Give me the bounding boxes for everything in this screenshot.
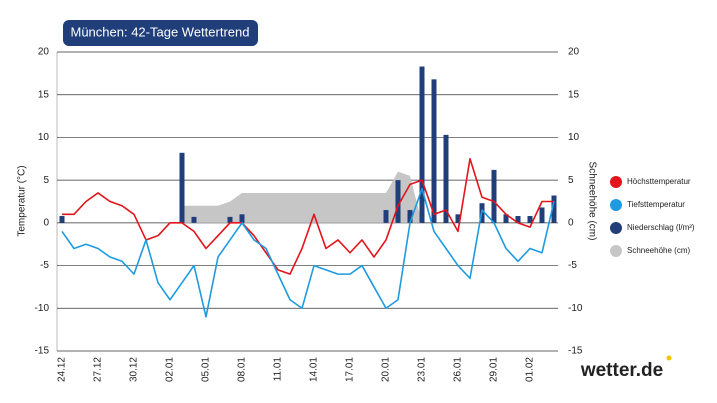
y-tick-label: 0	[43, 217, 49, 228]
legend-marker	[610, 176, 622, 188]
bar	[515, 216, 521, 223]
y2-axis-label: Schneehöhe (cm)	[586, 162, 597, 241]
legend-marker	[610, 245, 622, 257]
x-tick-label: 23.01	[417, 357, 428, 382]
x-tick-label: 20.01	[381, 357, 392, 382]
x-tick-label: 05.01	[201, 357, 212, 382]
legend-label: Schneehöhe (cm)	[627, 246, 690, 255]
legend-label: Niederschlag (l/m²)	[627, 223, 695, 232]
bar	[191, 216, 197, 223]
bar	[239, 214, 245, 223]
x-tick-label: 08.01	[237, 357, 248, 382]
bar	[527, 216, 533, 223]
legend-label: Höchsttemperatur	[627, 177, 691, 186]
bar	[503, 214, 509, 223]
y2-tick-label: 0	[568, 217, 574, 228]
bar	[383, 210, 389, 223]
y2-tick-label: -15	[568, 346, 583, 357]
y2-tick-label: -5	[568, 260, 577, 271]
x-tick-label: 26.01	[453, 357, 464, 382]
legend-marker	[610, 222, 622, 234]
y-axis-label: Temperatur (°C)	[17, 165, 28, 236]
y2-tick-label: 5	[568, 175, 574, 186]
x-tick-label: 11.01	[273, 357, 284, 382]
x-tick-label: 24.12	[57, 357, 68, 382]
x-tick-label: 17.01	[345, 357, 356, 382]
bar	[539, 207, 545, 223]
legend-marker	[610, 199, 622, 211]
x-tick-label: 29.01	[489, 357, 500, 382]
y-tick-label: -10	[35, 303, 50, 314]
brand-logo: wetter.de	[580, 360, 663, 381]
x-tick-label: 14.01	[309, 357, 320, 382]
y-tick-label: -5	[40, 260, 49, 271]
y2-tick-label: 15	[568, 89, 580, 100]
logo-dot	[666, 355, 672, 361]
y2-tick-label: -10	[568, 303, 583, 314]
bar	[491, 169, 497, 223]
bar	[395, 180, 401, 223]
x-tick-label: 27.12	[93, 357, 104, 382]
title-box	[63, 20, 258, 46]
chart-title: München: 42-Tage Wettertrend	[71, 24, 250, 39]
y-tick-label: 5	[43, 175, 49, 186]
x-tick-label: 30.12	[129, 357, 140, 382]
y-tick-label: 15	[38, 89, 50, 100]
x-tick-label: 02.01	[165, 357, 176, 382]
y2-tick-label: 10	[568, 132, 580, 143]
bar	[443, 134, 449, 223]
bar	[551, 195, 557, 223]
bar	[455, 214, 461, 223]
line	[61, 187, 555, 318]
legend-label: Tiefsttemperatur	[627, 200, 685, 209]
bar	[179, 152, 185, 223]
y2-tick-label: 20	[568, 47, 580, 58]
y-tick-label: -15	[35, 346, 50, 357]
x-tick-label: 01.02	[525, 357, 536, 382]
bar	[407, 210, 413, 223]
y-tick-label: 20	[38, 47, 50, 58]
snow-area	[182, 171, 422, 223]
line	[62, 157, 554, 275]
bar	[419, 66, 425, 223]
y-tick-label: 10	[38, 132, 50, 143]
bar	[59, 216, 65, 223]
bar	[431, 79, 437, 223]
bar	[227, 216, 233, 223]
